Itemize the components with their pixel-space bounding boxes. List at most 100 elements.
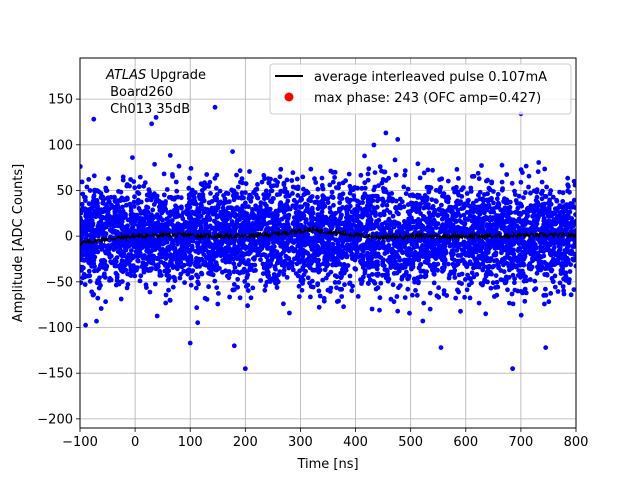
- sample-point: [544, 225, 550, 231]
- sample-point: [336, 181, 342, 187]
- sample-point: [149, 217, 154, 223]
- sample-point: [390, 282, 396, 288]
- sample-point: [195, 279, 201, 285]
- sample-point: [444, 213, 450, 219]
- sample-point: [230, 149, 236, 155]
- sample-point: [343, 205, 349, 211]
- sample-point: [522, 286, 528, 292]
- sample-point: [371, 142, 377, 148]
- sample-point: [201, 217, 207, 223]
- sample-point: [332, 273, 338, 278]
- sample-point: [355, 294, 361, 299]
- sample-point: [319, 238, 325, 244]
- sample-point: [476, 176, 482, 182]
- sample-point: [266, 180, 272, 186]
- sample-point: [479, 216, 485, 222]
- sample-point: [518, 274, 523, 280]
- sample-point: [224, 259, 230, 264]
- sample-point: [397, 283, 403, 288]
- sample-point: [360, 210, 365, 216]
- sample-point: [99, 263, 105, 269]
- sample-point: [455, 210, 461, 216]
- sample-point: [143, 282, 149, 288]
- sample-point: [537, 239, 543, 245]
- sample-point: [207, 208, 212, 214]
- sample-point: [409, 264, 414, 270]
- sample-point: [136, 248, 142, 254]
- sample-point: [80, 228, 85, 234]
- sample-point: [212, 264, 217, 269]
- sample-point: [388, 196, 394, 201]
- sample-point: [359, 281, 364, 286]
- sample-point: [559, 209, 564, 215]
- sample-point: [406, 249, 412, 255]
- sample-point: [473, 216, 479, 222]
- sample-point: [424, 195, 430, 201]
- sample-point: [536, 160, 542, 165]
- sample-point: [110, 204, 115, 210]
- sample-point: [263, 252, 268, 258]
- sample-point: [494, 258, 500, 263]
- sample-point: [138, 273, 144, 279]
- sample-point: [285, 213, 290, 219]
- sample-point: [234, 222, 240, 228]
- sample-point: [251, 212, 256, 217]
- sample-point: [273, 208, 279, 214]
- sample-point: [274, 278, 280, 284]
- sample-point: [258, 257, 263, 263]
- sample-point: [135, 254, 141, 259]
- sample-point: [170, 172, 175, 177]
- sample-point: [543, 286, 548, 292]
- sample-point: [224, 226, 230, 232]
- sample-point: [493, 239, 499, 244]
- sample-point: [250, 215, 256, 221]
- sample-point: [371, 279, 377, 284]
- sample-point: [185, 261, 191, 267]
- sample-point: [466, 243, 472, 249]
- sample-point: [492, 294, 497, 299]
- sample-point: [346, 171, 352, 177]
- sample-point: [462, 222, 467, 227]
- sample-point: [121, 228, 127, 233]
- sample-point: [170, 284, 176, 290]
- sample-point: [136, 184, 142, 190]
- sample-point: [278, 256, 283, 261]
- sample-point: [260, 271, 266, 276]
- sample-point: [470, 206, 475, 212]
- sample-point: [108, 223, 113, 228]
- sample-point: [151, 243, 156, 249]
- sample-point: [405, 261, 411, 267]
- sample-point: [312, 176, 317, 182]
- sample-point: [186, 242, 192, 248]
- sample-point: [166, 287, 171, 293]
- sample-point: [403, 191, 409, 197]
- sample-point: [206, 200, 212, 206]
- sample-point: [571, 287, 576, 292]
- sample-point: [245, 272, 251, 278]
- sample-point: [113, 259, 119, 265]
- sample-point: [226, 241, 231, 247]
- sample-point: [510, 301, 516, 307]
- sample-point: [277, 208, 282, 214]
- sample-point: [206, 270, 211, 276]
- sample-point: [80, 207, 86, 213]
- sample-point: [335, 253, 341, 259]
- sample-point: [303, 217, 309, 222]
- sample-point: [80, 255, 84, 261]
- sample-point: [125, 240, 131, 246]
- sample-point: [201, 210, 207, 216]
- sample-point: [270, 218, 276, 224]
- sample-point: [315, 281, 321, 286]
- sample-point: [167, 153, 173, 158]
- sample-point: [175, 241, 180, 247]
- sample-point: [131, 199, 137, 205]
- sample-point: [393, 198, 399, 204]
- sample-point: [286, 248, 292, 254]
- sample-point: [467, 295, 473, 301]
- sample-point: [374, 231, 380, 236]
- sample-point: [313, 180, 319, 185]
- sample-point: [551, 249, 557, 255]
- sample-point: [305, 190, 311, 196]
- sample-point: [199, 203, 204, 209]
- sample-point: [548, 188, 554, 194]
